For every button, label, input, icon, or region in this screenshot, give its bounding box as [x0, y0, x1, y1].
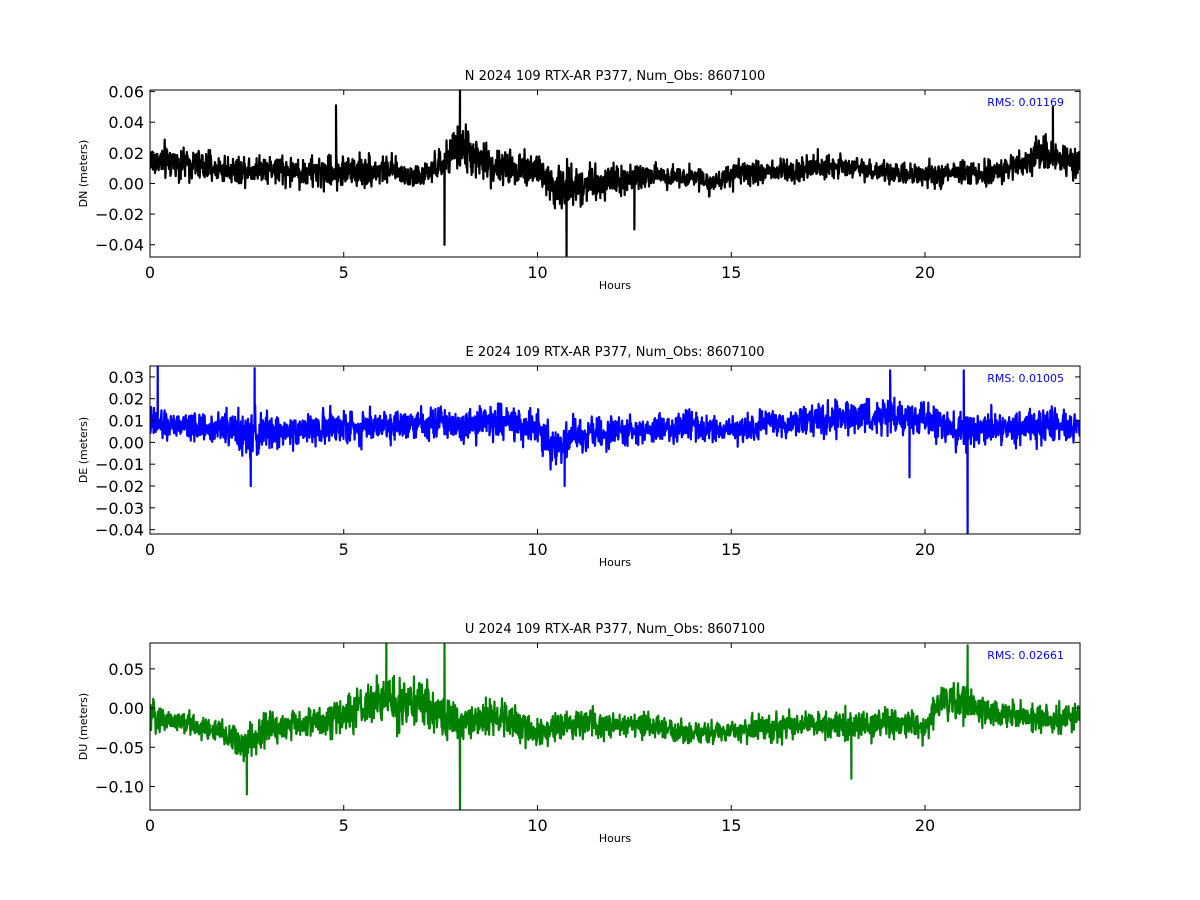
dn-y-tick-label: 0.04 [108, 113, 144, 132]
du-x-tick-label: 20 [915, 816, 935, 835]
dn-x-tick-label: 0 [145, 263, 155, 282]
du-y-tick-label: −0.05 [95, 738, 144, 757]
du-panel-title: U 2024 109 RTX-AR P377, Num_Obs: 8607100 [465, 622, 765, 637]
du-x-tick-label: 10 [527, 816, 547, 835]
de-x-tick-label: 0 [145, 540, 155, 559]
de-y-tick-label: 0.01 [108, 412, 144, 431]
du-x-tick-label: 15 [721, 816, 741, 835]
de-y-axis-label: DE (meters) [77, 417, 90, 483]
du-y-tick-label: 0.00 [108, 699, 144, 718]
du-rms-annotation: RMS: 0.02661 [987, 649, 1064, 662]
dn-x-tick-label: 20 [915, 263, 935, 282]
du-x-tick-label: 0 [145, 816, 155, 835]
de-series-line [150, 366, 1080, 534]
de-y-tick-label: −0.02 [95, 477, 144, 496]
du-series-line [150, 643, 1080, 810]
dn-y-tick-label: 0.02 [108, 144, 144, 163]
de-x-axis-label: Hours [599, 556, 631, 569]
de-y-tick-label: 0.03 [108, 368, 144, 387]
du-y-tick-label: −0.10 [95, 777, 144, 796]
du-panel: 0 5 10 15 20 −0.10 −0.05 0.00 0.05 U 2024 109 RTX… [77, 622, 1081, 845]
de-y-tick-label: −0.03 [95, 499, 144, 518]
dn-panel-title: N 2024 109 RTX-AR P377, Num_Obs: 8607100 [465, 69, 765, 84]
dn-y-tick-label: 0.00 [108, 174, 144, 193]
du-x-tick-label: 5 [339, 816, 349, 835]
dn-y-tick-label: −0.02 [95, 205, 144, 224]
dn-series-line [150, 90, 1080, 257]
dn-plot-frame [149, 89, 1081, 258]
de-plot-frame [149, 365, 1081, 535]
dn-y-tick-label: 0.06 [108, 83, 144, 102]
de-y-tick-label: −0.04 [95, 521, 144, 540]
dn-x-tick-label: 10 [527, 263, 547, 282]
dn-y-axis-label: DN (meters) [77, 140, 90, 208]
de-x-tick-label: 20 [915, 540, 935, 559]
dn-x-tick-label: 5 [339, 263, 349, 282]
de-rms-annotation: RMS: 0.01005 [987, 372, 1064, 385]
du-y-axis-label: DU (meters) [77, 693, 90, 760]
de-y-tick-label: 0.02 [108, 390, 144, 409]
de-x-tick-label: 15 [721, 540, 741, 559]
dn-rms-annotation: RMS: 0.01169 [987, 96, 1064, 109]
de-panel-title: E 2024 109 RTX-AR P377, Num_Obs: 8607100 [466, 345, 765, 360]
dn-y-tick-label: −0.04 [95, 236, 144, 255]
dn-x-axis-label: Hours [599, 279, 631, 292]
du-plot-frame [149, 642, 1081, 811]
de-panel: 0 5 10 15 20 −0.04 −0.03 −0.02 −0.01 0.00 0.01 0.02… [77, 345, 1081, 569]
de-x-tick-label: 10 [527, 540, 547, 559]
dn-x-tick-label: 15 [721, 263, 741, 282]
panels: 0 5 10 15 20 −0.04 −0.02 0.00 0.02 0.04 0.06 N 2024… [77, 69, 1081, 845]
de-y-tick-label: 0.00 [108, 433, 144, 452]
du-x-axis-label: Hours [599, 832, 631, 845]
de-y-tick-label: −0.01 [95, 455, 144, 474]
du-y-tick-label: 0.05 [108, 660, 144, 679]
dn-panel: 0 5 10 15 20 −0.04 −0.02 0.00 0.02 0.04 0.06 N 2024… [77, 69, 1081, 292]
de-x-tick-label: 5 [339, 540, 349, 559]
